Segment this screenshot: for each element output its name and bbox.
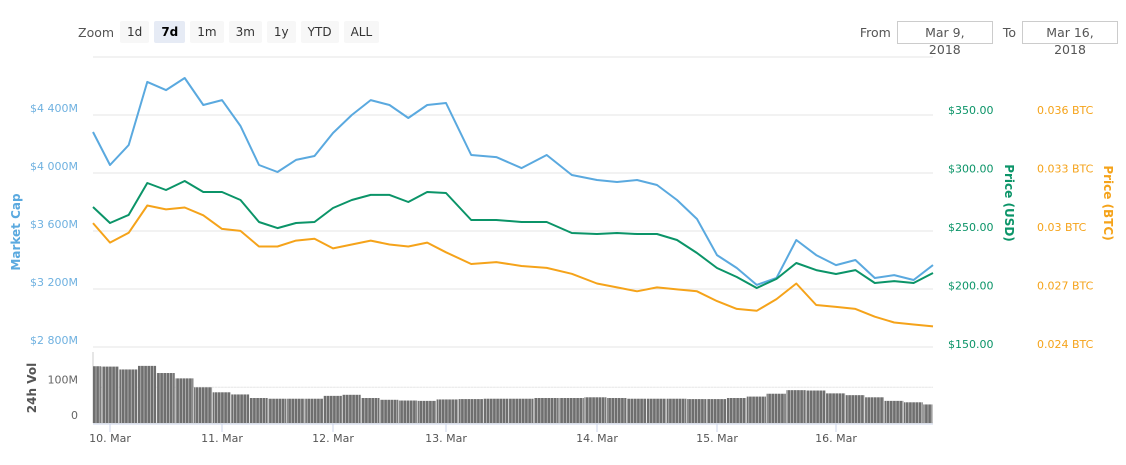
market-cap-axis-title: Market Cap: [9, 193, 23, 271]
volume-bar: [286, 398, 305, 423]
volume-bar: [436, 399, 458, 423]
volume-tick-label: 0: [71, 409, 78, 422]
volume-bar: [726, 398, 747, 423]
volume-bar: [865, 397, 884, 423]
price-usd-tick-label: $350.00: [948, 104, 994, 117]
to-date-input[interactable]: Mar 16, 2018: [1022, 21, 1118, 57]
volume-bar: [398, 400, 418, 423]
price-usd-tick-label: $300.00: [948, 163, 994, 176]
price-btc-tick-label: 0.033 BTC: [1037, 163, 1094, 176]
volume-bar: [342, 394, 361, 423]
volume-bar: [119, 369, 138, 423]
axis-labels: $2 800M $3 200M $3 600M $4 000M $4 400M $150.…: [30, 102, 1094, 422]
price-usd-tick-label: $250.00: [948, 221, 994, 234]
volume-bar: [845, 395, 865, 423]
x-tick-label: 12. Mar: [312, 432, 354, 445]
volume-bar: [380, 399, 399, 423]
zoom-all-button[interactable]: ALL: [343, 21, 380, 43]
zoom-label: Zoom: [78, 24, 115, 40]
to-label: To: [1002, 25, 1016, 40]
market-cap-line: [92, 77, 934, 286]
market-cap-tick-label: $4 400M: [30, 102, 78, 115]
volume-bar: [607, 398, 627, 423]
price-btc-tick-label: 0.036 BTC: [1037, 104, 1094, 117]
x-tick-label: 14. Mar: [576, 432, 618, 445]
volume-bar: [508, 398, 534, 423]
volume-bar: [268, 398, 287, 423]
volume-bar: [305, 398, 324, 423]
x-tick-label: 15. Mar: [696, 432, 738, 445]
price-btc-tick-label: 0.027 BTC: [1037, 280, 1094, 293]
x-tick-label: 13. Mar: [425, 432, 467, 445]
volume-bar: [786, 390, 806, 423]
volume-bar: [212, 392, 231, 423]
volume-bar: [667, 398, 687, 423]
x-tick-label: 16. Mar: [815, 432, 857, 445]
market-cap-tick-label: $3 600M: [30, 218, 78, 231]
volume-bar: [687, 399, 707, 423]
price-usd-tick-label: $150.00: [948, 338, 994, 351]
volume-bar: [534, 398, 559, 423]
gridlines: [92, 56, 933, 424]
volume-bars: [93, 352, 933, 423]
zoom-ytd-button[interactable]: YTD: [300, 21, 339, 43]
price-btc-axis-title: Price (BTC): [1101, 165, 1115, 240]
volume-bar: [417, 400, 436, 423]
zoom-1m-button[interactable]: 1m: [190, 21, 224, 43]
price-usd-line: [92, 180, 934, 289]
volume-bar: [175, 378, 194, 423]
volume-axis-title: 24h Vol: [25, 363, 39, 413]
price-usd-axis-title: Price (USD): [1002, 164, 1016, 242]
zoom-1y-button[interactable]: 1y: [266, 21, 296, 43]
from-date-input[interactable]: Mar 9, 2018: [896, 21, 993, 57]
from-label: From: [859, 25, 891, 40]
x-tick-label: 10. Mar: [89, 432, 131, 445]
market-cap-tick-label: $3 200M: [30, 276, 78, 289]
volume-bar: [156, 373, 175, 423]
x-tick-label: 11. Mar: [201, 432, 243, 445]
zoom-7d-button[interactable]: 7d: [154, 21, 186, 43]
price-usd-tick-label: $200.00: [948, 280, 994, 293]
volume-bar: [458, 399, 484, 423]
volume-bar: [101, 366, 119, 423]
volume-bar: [746, 396, 766, 423]
market-cap-tick-label: $4 000M: [30, 160, 78, 173]
date-range: From Mar 9, 2018 To Mar 16, 2018: [854, 21, 1118, 57]
zoom-bar: Zoom 1d 7d 1m 3m 1y YTD ALL: [78, 21, 384, 43]
price-btc-tick-label: 0.03 BTC: [1037, 221, 1087, 234]
volume-bar: [903, 402, 923, 423]
market-cap-tick-label: $2 800M: [30, 334, 78, 347]
volume-bar: [826, 393, 846, 423]
price-lines: [92, 77, 934, 328]
volume-bar: [647, 398, 667, 423]
volume-bar: [361, 398, 380, 423]
volume-bar: [249, 398, 268, 423]
volume-bar: [93, 366, 101, 423]
volume-tick-label: 100M: [48, 373, 79, 386]
zoom-1d-button[interactable]: 1d: [120, 21, 150, 43]
zoom-3m-button[interactable]: 3m: [228, 21, 262, 43]
volume-bar: [766, 393, 786, 423]
price-btc-line: [92, 204, 934, 328]
volume-bar: [194, 387, 213, 423]
price-btc-tick-label: 0.024 BTC: [1037, 338, 1094, 351]
x-axis: 10. Mar 11. Mar 12. Mar 13. Mar 14. Mar 15. M…: [89, 423, 933, 445]
volume-bar: [884, 400, 904, 423]
